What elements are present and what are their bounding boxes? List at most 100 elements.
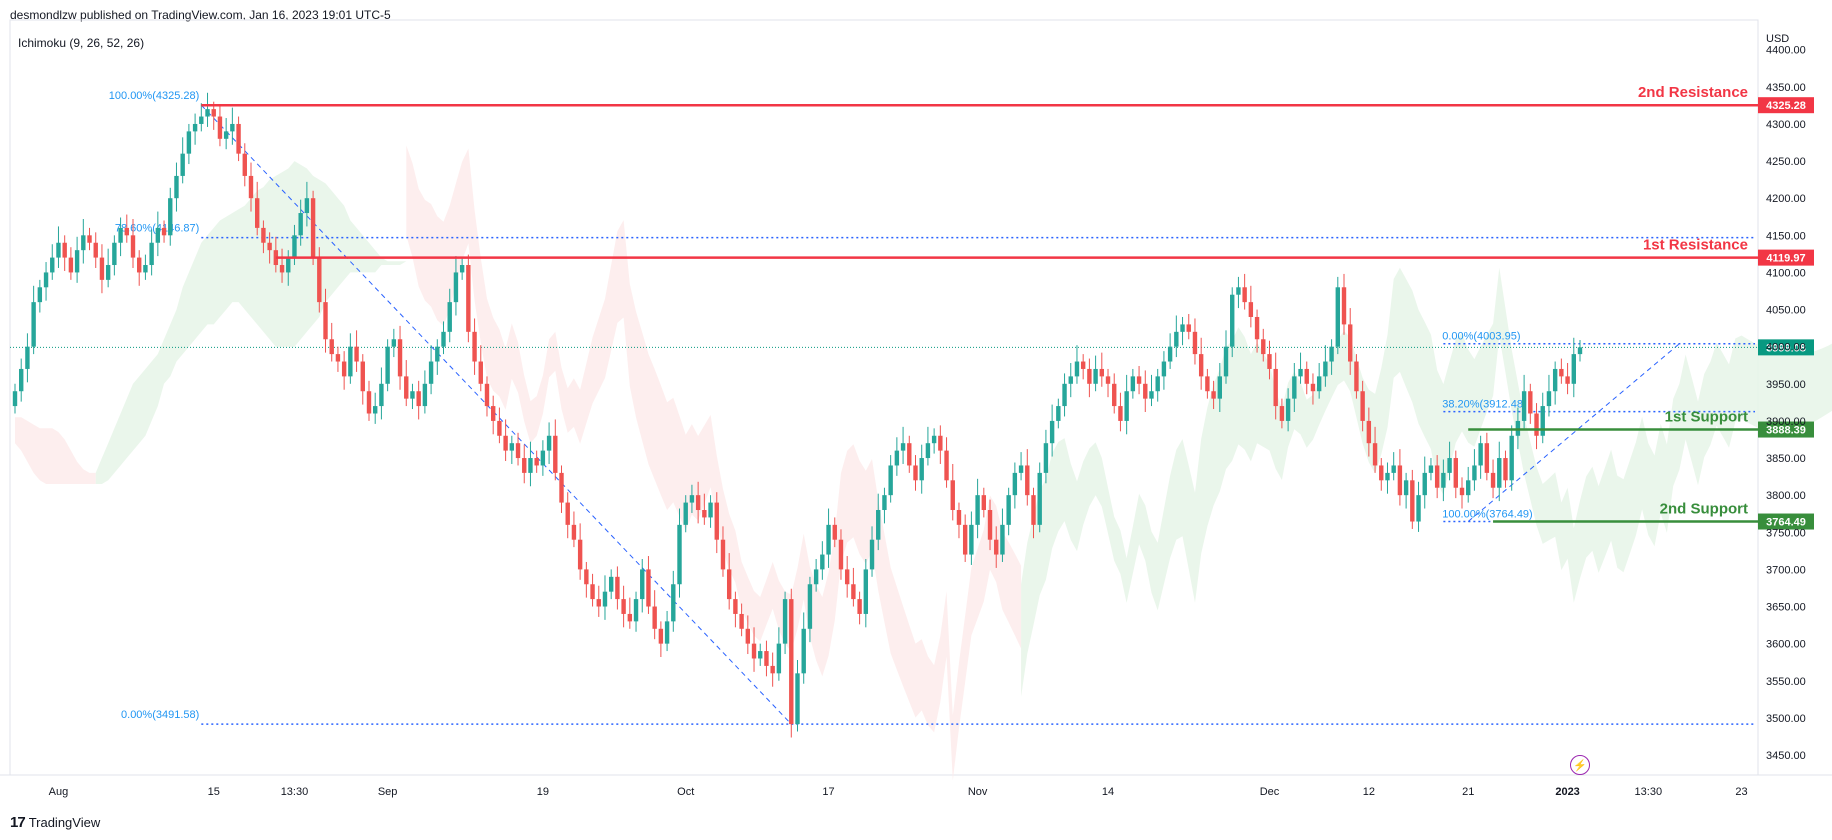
candle-body xyxy=(112,242,117,266)
candle-body xyxy=(74,250,80,273)
candle-body xyxy=(689,495,695,503)
candle-body xyxy=(1279,406,1285,421)
candle-body xyxy=(962,524,968,555)
candle-body xyxy=(255,198,260,228)
candle-body xyxy=(1155,376,1160,392)
candle-body xyxy=(99,257,105,280)
candle-body xyxy=(317,257,322,303)
candle-body xyxy=(273,250,279,266)
candle-body xyxy=(695,495,701,511)
candle-body xyxy=(354,346,359,362)
ichimoku-indicator-label[interactable]: Ichimoku (9, 26, 52, 26) xyxy=(18,36,145,50)
lightning-icon[interactable]: ⚡ xyxy=(1570,755,1590,775)
fib-trend-line xyxy=(200,104,792,725)
y-tick-label: 4350.00 xyxy=(1766,82,1806,94)
candle-body xyxy=(410,391,415,399)
candle-body xyxy=(702,510,707,518)
candle-body xyxy=(1428,465,1434,473)
candle-body xyxy=(801,628,806,674)
candle-body xyxy=(813,569,819,585)
candle-body xyxy=(1478,443,1483,466)
candle-body xyxy=(602,591,608,607)
support-price-tag xyxy=(1758,513,1814,530)
candle-body xyxy=(1105,376,1111,384)
candle-body xyxy=(304,198,310,214)
candle-body xyxy=(1025,465,1030,496)
candle-body xyxy=(1472,465,1477,481)
candle-body xyxy=(925,443,931,459)
candle-body xyxy=(764,651,769,666)
candle-body xyxy=(217,116,223,139)
candle-body xyxy=(907,443,912,466)
candle-body xyxy=(1316,376,1322,392)
candle-body xyxy=(1062,383,1067,407)
resistance-price-tag-text: 4119.97 xyxy=(1766,253,1805,265)
resistance-price-tag xyxy=(1758,249,1814,266)
candle-body xyxy=(820,554,825,570)
candle-body xyxy=(81,235,86,251)
candle-body xyxy=(466,265,471,332)
candle-body xyxy=(372,406,378,414)
candle-body xyxy=(981,495,987,511)
candle-body xyxy=(472,331,477,362)
candle-body xyxy=(1230,294,1235,347)
candle-body xyxy=(900,443,906,451)
candle-body xyxy=(1304,368,1309,384)
candle-body xyxy=(1416,495,1421,522)
y-tick-label: 3600.00 xyxy=(1766,639,1806,651)
candle-body xyxy=(1217,376,1223,399)
candle-body xyxy=(31,302,36,347)
candle-body xyxy=(1198,354,1204,377)
x-tick-label: 17 xyxy=(822,786,834,798)
candle-body xyxy=(857,599,862,614)
candle-body xyxy=(863,569,869,614)
x-tick-label: 13:30 xyxy=(1635,786,1663,798)
candle-body xyxy=(1292,376,1297,399)
candle-body xyxy=(894,450,900,466)
candle-body xyxy=(1205,376,1210,392)
candle-body xyxy=(447,302,452,332)
candle-body xyxy=(776,643,782,674)
candle-body xyxy=(68,257,74,273)
candle-body xyxy=(261,227,266,243)
candle-body xyxy=(1348,324,1353,362)
plot-frame xyxy=(9,19,1759,776)
candle-body xyxy=(1341,287,1347,325)
candle-body xyxy=(1366,420,1372,444)
candle-body xyxy=(726,569,732,600)
x-tick-label: 2023 xyxy=(1555,786,1579,798)
candle-body xyxy=(1068,376,1073,384)
candle-body xyxy=(1335,287,1340,347)
candle-body xyxy=(522,458,527,473)
candle-body xyxy=(1565,376,1570,384)
fib2-level-label: 0.00%(4003.95) xyxy=(1442,331,1520,343)
candle-body xyxy=(739,613,744,629)
support-price-tag-text: 3888.39 xyxy=(1766,425,1806,437)
y-tick-label: 4250.00 xyxy=(1766,156,1806,168)
candle-body xyxy=(453,272,459,303)
candle-body xyxy=(279,265,285,273)
candle-body xyxy=(1261,339,1266,355)
candle-body xyxy=(919,458,924,481)
candle-body xyxy=(913,465,918,481)
candle-body xyxy=(1211,391,1216,399)
y-tick-label: 3450.00 xyxy=(1766,750,1806,762)
candle-body xyxy=(174,175,179,199)
candle-body xyxy=(12,391,18,407)
candle-body xyxy=(832,524,837,540)
candle-body xyxy=(1167,346,1173,362)
candle-body xyxy=(1006,495,1011,525)
publisher-line: desmondlzw published on TradingView.com,… xyxy=(10,8,391,22)
candle-body xyxy=(1031,495,1036,525)
ichimoku-cloud-1 xyxy=(95,161,407,484)
candle-body xyxy=(1223,346,1229,377)
candle-body xyxy=(1056,406,1061,421)
candle-body xyxy=(459,265,465,273)
y-tick-label: 3500.00 xyxy=(1766,713,1806,725)
x-tick-label: 21 xyxy=(1462,786,1474,798)
candle-body xyxy=(1130,376,1136,392)
candle-body xyxy=(1254,316,1260,340)
x-tick-label: Dec xyxy=(1260,786,1280,798)
candle-body xyxy=(1236,287,1241,295)
